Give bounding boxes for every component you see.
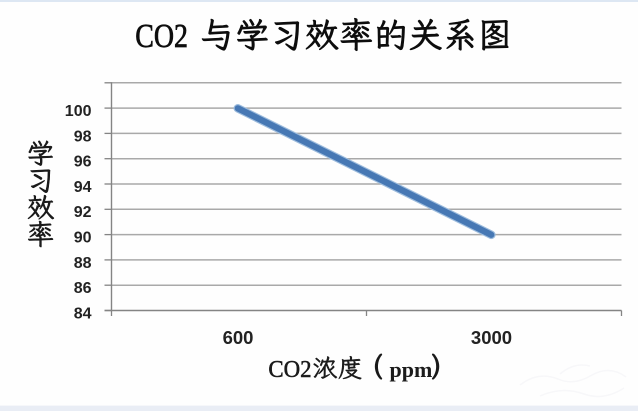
svg-text:92: 92 xyxy=(74,204,92,221)
svg-text:ppm: ppm xyxy=(390,357,433,382)
svg-text:98: 98 xyxy=(74,128,92,145)
svg-text:84: 84 xyxy=(74,305,92,322)
svg-text:96: 96 xyxy=(74,154,92,171)
svg-text:100: 100 xyxy=(65,103,92,120)
svg-text:CO2: CO2 xyxy=(135,18,188,55)
svg-text:600: 600 xyxy=(223,327,254,348)
svg-text:86: 86 xyxy=(74,280,92,297)
svg-text:94: 94 xyxy=(74,179,92,196)
svg-text:CO2: CO2 xyxy=(268,357,311,383)
svg-text:88: 88 xyxy=(74,255,92,272)
svg-text:90: 90 xyxy=(74,230,92,247)
svg-text:3000: 3000 xyxy=(471,327,512,348)
